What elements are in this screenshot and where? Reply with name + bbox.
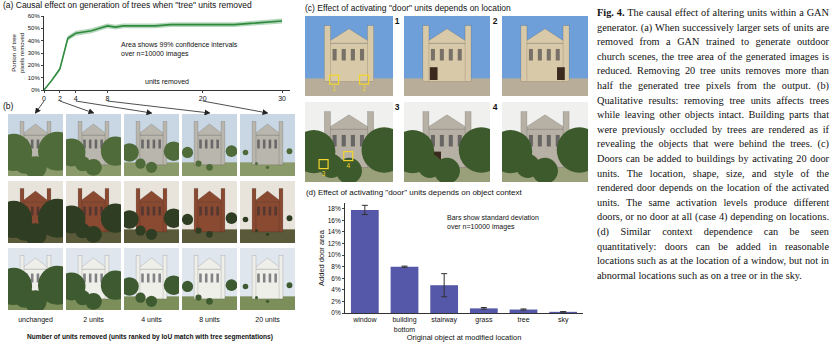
svg-text:4%: 4%	[331, 286, 341, 293]
svg-text:(d) Effect of activating "door: (d) Effect of activating "door" units de…	[306, 188, 523, 197]
svg-text:Area shows 99% confidence inte: Area shows 99% confidence intervalsover …	[121, 41, 238, 58]
html-text:4 units: 4 units	[141, 316, 162, 323]
svg-text:window: window	[352, 316, 377, 323]
svg-text:16%: 16%	[328, 217, 341, 224]
svg-text:8%: 8%	[331, 263, 341, 270]
svg-text:8: 8	[106, 95, 110, 102]
svg-text:units removed: units removed	[145, 78, 189, 85]
svg-text:14%: 14%	[328, 228, 341, 235]
svg-text:3: 3	[322, 170, 326, 177]
svg-text:1: 1	[395, 16, 400, 26]
svg-text:20: 20	[199, 95, 207, 102]
svg-text:4: 4	[74, 95, 78, 102]
svg-text:1: 1	[332, 85, 336, 92]
svg-text:12%: 12%	[328, 240, 341, 247]
svg-text:Added door area: Added door area	[317, 229, 326, 286]
svg-text:10%: 10%	[28, 75, 41, 81]
html-text:20 units: 20 units	[255, 316, 280, 323]
svg-text:2: 2	[493, 16, 498, 26]
svg-text:grass: grass	[475, 316, 493, 324]
svg-text:(a) Causal effect on generatio: (a) Causal effect on generation of trees…	[3, 0, 252, 10]
svg-text:0%: 0%	[331, 309, 341, 316]
svg-text:tree: tree	[517, 316, 529, 323]
html-text:(c) Effect of activating "door: (c) Effect of activating "door" units de…	[305, 3, 511, 13]
svg-text:2%: 2%	[331, 298, 341, 305]
html-text:8 units: 8 units	[199, 316, 220, 323]
html-text:Fig. 4. The causal effect of a: Fig. 4. The causal effect of altering un…	[597, 7, 829, 281]
svg-text:18%: 18%	[328, 205, 341, 212]
svg-text:6%: 6%	[331, 275, 341, 282]
html-text:Number of units removed (units: Number of units removed (units ranked by…	[27, 333, 273, 340]
html-text:(b): (b)	[3, 101, 14, 111]
svg-text:4: 4	[493, 102, 498, 112]
svg-text:stairway: stairway	[431, 316, 457, 324]
svg-text:10%: 10%	[328, 251, 341, 258]
html-text:2 units: 2 units	[83, 316, 104, 323]
svg-text:2: 2	[362, 85, 366, 92]
svg-text:60%: 60%	[28, 13, 41, 19]
svg-text:30: 30	[278, 95, 286, 102]
svg-text:3: 3	[395, 102, 400, 112]
svg-text:sky: sky	[558, 316, 569, 324]
svg-text:30%: 30%	[28, 50, 41, 56]
svg-text:50%: 50%	[28, 25, 41, 31]
svg-text:0%: 0%	[31, 87, 40, 93]
html-text:unchanged: unchanged	[18, 316, 53, 323]
svg-text:Original object at modified lo: Original object at modified location	[407, 333, 522, 342]
svg-text:0: 0	[42, 95, 46, 102]
svg-text:4: 4	[346, 162, 350, 169]
svg-text:buildingbottom: buildingbottom	[392, 316, 416, 332]
svg-text:Portion of treepixels removed: Portion of treepixels removed	[11, 33, 25, 73]
svg-text:40%: 40%	[28, 38, 41, 44]
svg-text:Bars show standard deviationov: Bars show standard deviationover n=10000…	[447, 214, 539, 231]
svg-text:2: 2	[58, 95, 62, 102]
svg-text:20%: 20%	[28, 62, 41, 68]
